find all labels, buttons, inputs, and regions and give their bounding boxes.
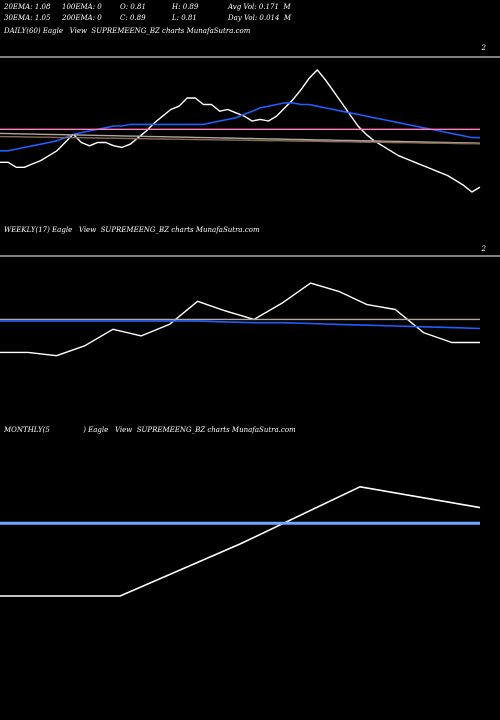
monthly-chart [0, 485, 481, 597]
weekly-series-0-line [0, 282, 480, 357]
weekly-panel-label: WEEKLY(17) Eagle View SUPREMEENG_BZ char… [4, 226, 260, 234]
day-vol-stat: Day Vol: 0.014 M [228, 14, 292, 22]
ema20-stat: 20EMA: 1.08 [4, 3, 51, 11]
close-stat: C: 0.89 [120, 14, 146, 22]
daily-axis-tick: 2 [481, 44, 486, 52]
high-stat: H: 0.89 [172, 3, 199, 11]
ema200-stat: 200EMA: 0 [62, 14, 102, 22]
daily-panel-label: DAILY(60) Eagle View SUPREMEENG_BZ chart… [4, 27, 251, 35]
weekly-series-1-line [0, 320, 481, 330]
daily-series-1-line [0, 102, 480, 152]
ema100-stat: 100EMA: 0 [62, 3, 102, 11]
low-stat: L: 0.81 [172, 14, 197, 22]
daily-series-3-line [0, 132, 481, 144]
avg-vol-stat: Avg Vol: 0.171 M [228, 3, 291, 11]
weekly-chart [0, 282, 481, 357]
daily-series-4-line [0, 135, 481, 145]
weekly-axis-tick: 2 [481, 245, 486, 253]
daily-chart [0, 69, 481, 193]
monthly-series-0-line [0, 485, 481, 597]
daily-series-0-line [0, 69, 481, 193]
ema30-stat: 30EMA: 1.05 [4, 14, 51, 22]
monthly-panel-label: MONTHLY(5 ) Eagle View SUPREMEENG_BZ cha… [4, 426, 296, 434]
open-stat: O: 0.81 [120, 3, 146, 11]
